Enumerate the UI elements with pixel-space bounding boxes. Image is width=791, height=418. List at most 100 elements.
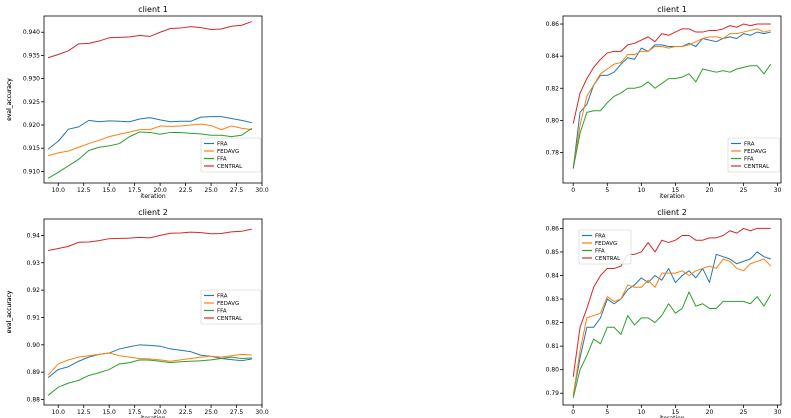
series-line-central [47,21,252,59]
y-tick-label: 0.83 [546,296,560,303]
legend-label-fra: FRA [595,234,606,240]
x-tick-label: 15.0 [103,187,117,194]
legend-label-fedavg: FEDAVG [217,149,239,155]
y-axis-label: eval_accuracy [6,78,13,121]
chart-title: client 2 [138,208,168,217]
y-tick-label: 0.940 [23,29,40,36]
chart-title: client 2 [657,208,687,217]
y-tick-label: 0.84 [546,273,560,280]
x-axis-label: iteration [659,193,685,200]
x-tick-label: 22.5 [179,187,193,194]
x-tick-label: 25 [740,409,748,416]
x-axis-label: iteration [140,415,166,418]
legend-label-fra: FRA [217,294,228,300]
x-tick-label: 30.0 [255,187,269,194]
legend-label-central: CENTRAL [595,256,621,262]
x-tick-label: 10.0 [52,409,66,416]
x-tick-label: 27.5 [230,409,244,416]
series-line-ffa [47,127,253,179]
x-tick-label: 12.5 [77,187,91,194]
x-tick-label: 20 [706,187,714,194]
x-tick-label: 5 [605,187,609,194]
series-line-fra [47,116,252,150]
legend-box [727,137,781,173]
x-tick-label: 17.5 [128,409,142,416]
x-tick-label: 27.5 [230,187,244,194]
y-tick-label: 0.80 [546,117,560,124]
x-tick-label: 25 [740,187,748,194]
y-tick-label: 0.930 [23,76,40,83]
x-tick-label: 10 [638,187,646,194]
series-line-fedavg [572,28,771,169]
legend-label-central: CENTRAL [744,164,770,170]
y-tick-label: 0.920 [23,122,40,129]
legend-label-ffa: FFA [595,249,605,255]
y-tick-label: 0.93 [27,260,41,267]
x-tick-label: 0 [571,409,575,416]
y-tick-label: 0.910 [23,168,40,175]
series-line-fedavg [47,123,252,157]
x-tick-label: 17.5 [128,187,142,194]
plot-frame [43,218,263,406]
plot-frame [43,15,263,184]
legend-box [200,137,262,173]
chart-4: 0 5 10 15 20 25 30 0.79 0.80 0.81 0.82 0.83 0.84 0.85… [6,208,782,418]
legend-box [578,229,632,265]
series-line-ffa [572,63,772,169]
y-tick-label: 0.90 [27,342,41,349]
legend-label-fra: FRA [217,142,228,148]
y-tick-label: 0.81 [546,343,560,350]
series-line-ffa [572,291,772,399]
legend-label-fedavg: FEDAVG [595,241,617,247]
y-axis-label: eval_accuracy [6,290,13,333]
x-tick-label: 30 [774,187,782,194]
series-line-fra [572,251,771,396]
series-line-fedavg [47,352,252,376]
plot-frame [562,15,782,184]
x-tick-label: 15 [672,187,680,194]
y-tick-label: 0.86 [546,21,560,28]
y-tick-label: 0.80 [546,367,560,374]
x-tick-label: 30 [774,409,782,416]
legend-label-ffa: FFA [217,157,227,163]
y-tick-label: 0.84 [546,53,560,60]
y-tick-label: 0.78 [546,149,560,156]
y-axis-label: eval_accuracy [6,78,13,121]
x-tick-label: 15.0 [103,409,117,416]
y-tick-label: 0.935 [23,52,40,59]
y-tick-label: 0.82 [546,320,560,327]
series-line-central [572,227,771,377]
y-axis-label: eval_accuracy [6,290,13,333]
chart-title: client 1 [138,5,168,14]
y-tick-label: 0.82 [546,85,560,92]
x-axis-label: iteration [659,415,685,418]
legend-box [200,289,262,325]
legend-label-central: CENTRAL [217,164,243,170]
y-tick-label: 0.91 [27,314,41,321]
y-tick-label: 0.85 [546,249,560,256]
x-tick-label: 20.0 [153,409,167,416]
y-tick-label: 0.79 [546,390,560,397]
x-tick-label: 30.0 [255,409,269,416]
x-tick-label: 25.0 [204,409,218,416]
y-tick-label: 0.94 [27,232,41,239]
chart-2: 0 5 10 15 20 25 30 0.78 0.80 0.82 0.84 0.86 client 1… [6,5,782,200]
x-tick-label: 5 [605,409,609,416]
x-tick-label: 0 [571,187,575,194]
legend-label-central: CENTRAL [217,316,243,322]
x-tick-label: 12.5 [77,409,91,416]
x-tick-label: 25.0 [204,187,218,194]
y-tick-label: 0.89 [27,369,41,376]
y-tick-label: 0.925 [23,99,40,106]
plot-frame [562,218,782,406]
chart-1: 10.0 12.5 15.0 17.5 20.0 22.5 25.0 27.5 30.0 0.91… [6,5,269,200]
x-axis-label: iteration [140,193,166,200]
x-tick-label: 10 [638,409,646,416]
series-line-fra [47,344,252,379]
x-tick-label: 20.0 [153,187,167,194]
